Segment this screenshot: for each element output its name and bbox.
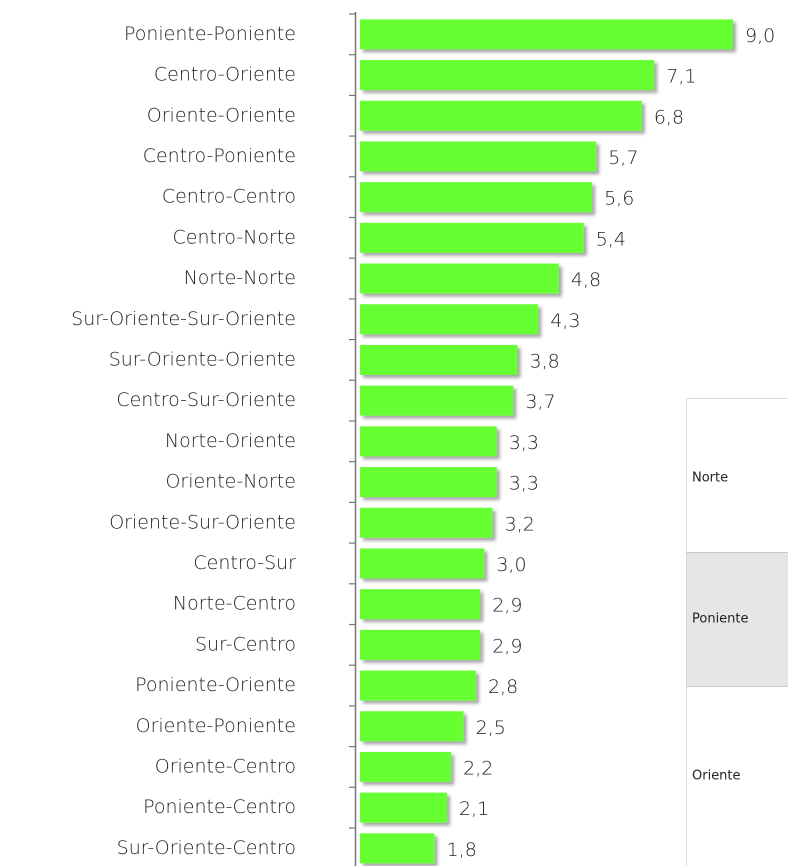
category-label: Norte-Norte [184,267,296,289]
category-label: Oriente-Norte [165,471,296,493]
category-label: Poniente-Centro [143,796,296,818]
value-label: 3,3 [509,432,539,454]
value-label: 2,9 [492,595,522,617]
bar [360,100,642,131]
panel-cell [686,686,788,866]
bar [360,792,448,823]
bar [360,141,597,172]
category-label: Poniente-Oriente [135,674,296,696]
bar [360,548,485,579]
panel-label: Norte [692,471,728,486]
category-label: Centro-Oriente [154,64,296,86]
panel-cell [686,398,788,553]
category-label: Centro-Sur-Oriente [116,389,296,411]
bar [360,385,514,416]
value-label: 4,3 [550,310,580,332]
value-label: 2,9 [492,635,522,657]
category-label: Sur-Oriente-Sur-Oriente [71,308,296,330]
category-label: Norte-Centro [173,593,296,615]
category-label: Sur-Oriente-Oriente [109,348,296,370]
bar [360,60,655,91]
value-label: 7,1 [666,66,696,88]
value-label: 3,8 [529,350,559,372]
value-label: 2,5 [476,717,506,739]
bar [360,344,518,375]
category-label: Norte-Oriente [165,430,296,452]
panel-label: Poniente [692,612,749,627]
value-label: 4,8 [571,269,601,291]
category-label: Centro-Poniente [143,145,296,167]
category-label: Oriente-Sur-Oriente [109,511,296,533]
value-label: 9,0 [745,25,775,47]
value-label: 1,8 [447,839,477,861]
value-label: 2,8 [488,676,518,698]
value-label: 2,2 [463,757,493,779]
category-label: Sur-Centro [195,633,296,655]
bar [360,426,497,457]
bar [360,711,464,742]
bar [360,589,481,620]
bar [360,263,559,294]
value-label: 5,6 [604,188,634,210]
value-label: 3,3 [509,473,539,495]
bar [360,670,477,701]
value-label: 5,4 [596,228,626,250]
category-label: Sur-Oriente-Centro [117,837,296,859]
value-label: 3,7 [525,391,555,413]
panel-cell [686,552,788,687]
bar [360,629,481,660]
category-label: Oriente-Oriente [147,104,296,126]
bar [360,467,497,498]
bar [360,19,733,50]
category-label: Centro-Norte [173,226,296,248]
category-label: Centro-Sur [193,552,296,574]
bar [360,507,493,538]
category-label: Oriente-Centro [155,755,296,777]
value-label: 3,0 [496,554,526,576]
value-label: 3,2 [505,513,535,535]
side-panel: Norte Poniente Oriente [686,398,788,866]
value-label: 6,8 [654,106,684,128]
category-label: Oriente-Poniente [136,715,296,737]
value-label: 5,7 [608,147,638,169]
bar [360,182,593,213]
value-label: 2,1 [459,798,489,820]
bar [360,222,584,253]
category-label: Centro-Centro [162,186,296,208]
bar [360,304,539,335]
panel-label: Oriente [692,769,741,784]
category-label: Poniente-Poniente [124,23,296,45]
bar [360,751,452,782]
bar [360,833,435,864]
